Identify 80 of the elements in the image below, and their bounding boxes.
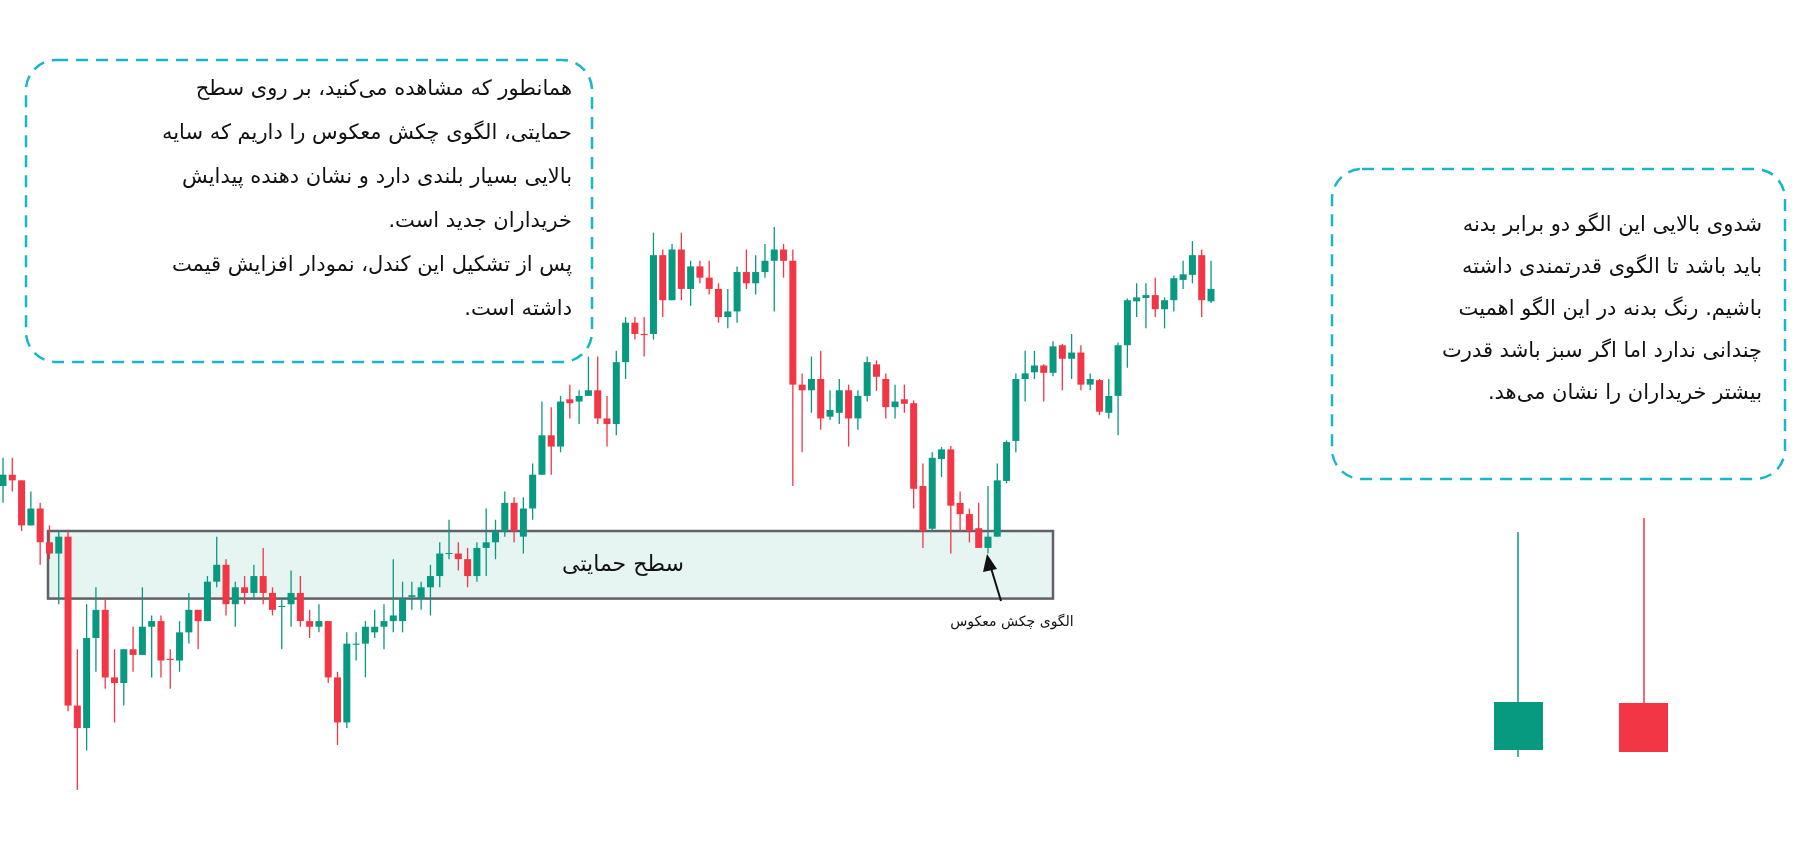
candlestick bbox=[389, 558, 397, 634]
candlestick bbox=[1058, 343, 1066, 391]
candlestick bbox=[584, 355, 592, 397]
candlestick bbox=[417, 581, 425, 611]
candlestick bbox=[900, 383, 908, 414]
candlestick bbox=[761, 243, 769, 279]
candlestick bbox=[287, 569, 295, 628]
candlestick bbox=[798, 372, 806, 453]
candlestick bbox=[27, 490, 35, 527]
candlestick bbox=[1068, 333, 1076, 380]
candlestick bbox=[8, 457, 16, 493]
candlestick bbox=[1170, 274, 1178, 313]
candlestick bbox=[1040, 363, 1048, 403]
candlestick bbox=[250, 564, 258, 600]
band-label: سطح حمایتی bbox=[562, 550, 684, 576]
candlestick bbox=[0, 457, 7, 504]
candlestick bbox=[1207, 260, 1215, 304]
candlestick bbox=[1133, 282, 1141, 318]
candlestick bbox=[185, 592, 193, 645]
candlestick bbox=[241, 575, 249, 605]
candlestick bbox=[426, 564, 434, 617]
candlestick bbox=[603, 395, 611, 448]
candlestick bbox=[111, 648, 119, 724]
candlestick bbox=[380, 603, 388, 650]
candlestick bbox=[194, 609, 202, 650]
text: شدوی بالایی این الگو دو برابر بدنه باید باشد تا الگوی قدرتمندی داشته باشیم. رنگ بدنه در این الگو اهمیت چندانی ندارد اما اگر سبز باشد قدرت بیشتر خریداران را نشان می‌هد. bbox=[1441, 212, 1762, 404]
candlestick bbox=[55, 530, 63, 605]
candlestick bbox=[984, 485, 992, 555]
candlestick bbox=[780, 243, 788, 279]
candlestick bbox=[956, 490, 964, 532]
candlestick bbox=[1161, 296, 1169, 329]
candlestick bbox=[306, 609, 314, 639]
candlestick bbox=[454, 541, 462, 572]
candlestick bbox=[268, 586, 276, 617]
candlestick bbox=[724, 288, 732, 329]
candlestick bbox=[436, 541, 444, 588]
candlestick bbox=[965, 507, 973, 543]
candlestick bbox=[566, 383, 574, 420]
candlestick bbox=[826, 389, 834, 421]
candlestick bbox=[854, 389, 862, 431]
candlestick bbox=[259, 547, 267, 605]
candlestick bbox=[464, 547, 472, 588]
candlestick bbox=[315, 603, 323, 634]
candlestick bbox=[1030, 350, 1038, 380]
candlestick bbox=[361, 620, 369, 679]
candlestick bbox=[835, 378, 843, 425]
candlestick bbox=[371, 609, 379, 639]
candlestick bbox=[547, 406, 555, 476]
candlestick bbox=[1105, 378, 1113, 420]
candlestick bbox=[1151, 277, 1159, 318]
annotation: همانطور که مشاهده می‌کنید، بر روی سطح حمایتی، الگوی چکش معکوس را داریم که سایه بالایی بسیار بلندی دارد و نشان دهنده پیدایش خریداران جدید است. پس از تشکیل این کندل، نمودار افزایش قیمت داشته است. bbox=[161, 76, 573, 320]
candlestick bbox=[742, 248, 750, 290]
candlestick bbox=[872, 359, 880, 392]
candlestick bbox=[770, 226, 778, 313]
candlestick bbox=[975, 502, 983, 549]
candlestick bbox=[73, 648, 81, 791]
candlestick bbox=[148, 614, 156, 679]
candlestick bbox=[45, 524, 53, 560]
candlestick bbox=[1179, 260, 1187, 290]
candlestick bbox=[696, 260, 704, 284]
candlestick bbox=[891, 383, 899, 420]
candlestick bbox=[752, 254, 760, 296]
candlestick bbox=[575, 389, 583, 425]
candlestick bbox=[399, 581, 407, 634]
annotation: الگوی چکش معکوس bbox=[950, 613, 1074, 630]
candlestick bbox=[705, 260, 713, 296]
candlestick bbox=[482, 507, 490, 577]
candlestick bbox=[1188, 240, 1196, 284]
candlestick bbox=[631, 316, 639, 341]
candlestick bbox=[1021, 350, 1029, 403]
candlestick bbox=[807, 355, 815, 414]
candlestick bbox=[445, 519, 453, 560]
candlestick bbox=[231, 581, 239, 628]
candlestick bbox=[1142, 282, 1150, 329]
candlestick bbox=[129, 626, 137, 673]
candlestick bbox=[938, 446, 946, 478]
candlestick bbox=[213, 536, 221, 588]
candlestick bbox=[687, 260, 695, 307]
candlestick bbox=[491, 519, 499, 560]
candlestick bbox=[408, 581, 416, 611]
